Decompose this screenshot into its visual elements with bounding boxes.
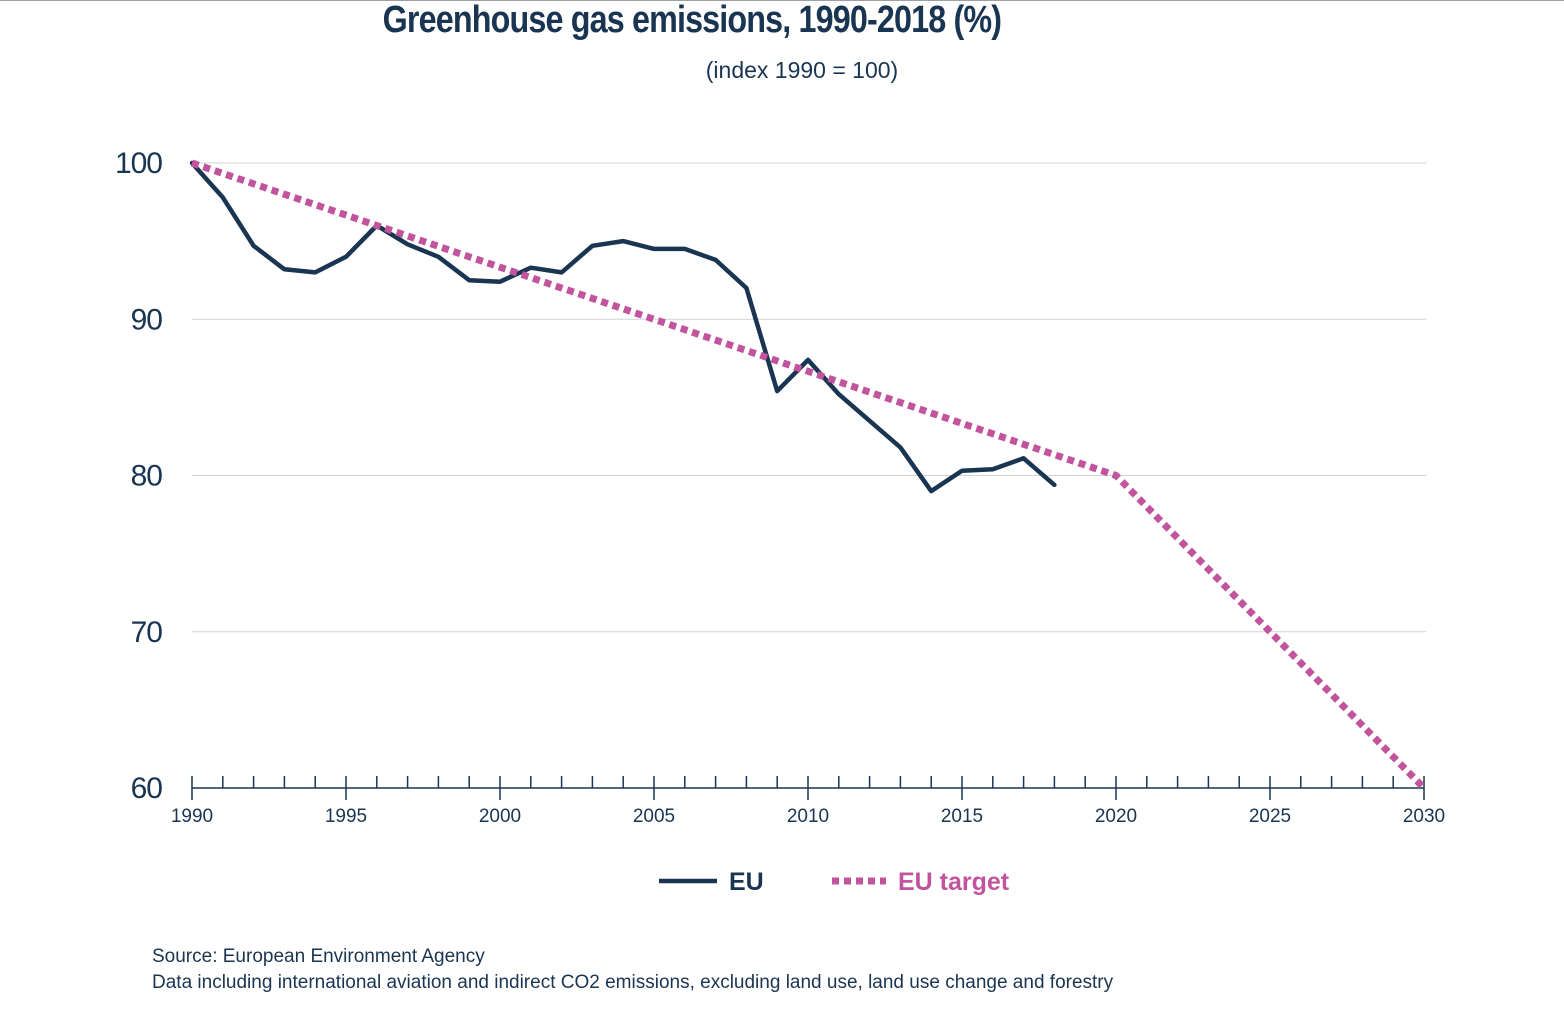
y-tick-label-70: 70: [131, 616, 163, 649]
x-tick-label-2010: 2010: [787, 806, 829, 827]
legend-label-eu: EU: [729, 868, 764, 896]
x-tick-label-2000: 2000: [479, 806, 521, 827]
source-note: Data including international aviation an…: [152, 972, 1114, 993]
series-line-eu-target: [190, 159, 1427, 791]
x-tick-label-2015: 2015: [941, 806, 983, 827]
x-tick-label-2030: 2030: [1403, 806, 1445, 827]
source-block: Source: European Environment Agency Data…: [152, 944, 1113, 996]
y-tick-label-80: 80: [131, 460, 163, 493]
y-tick-label-90: 90: [131, 303, 163, 336]
chart-title: Greenhouse gas emissions, 1990-2018 (%): [382, 0, 1002, 41]
x-tick-label-1995: 1995: [325, 806, 367, 827]
source-text: Source: European Environment Agency: [152, 946, 485, 967]
y-tick-label-100: 100: [115, 147, 162, 180]
y-tick-label-60: 60: [131, 772, 163, 805]
top-rule: [0, 0, 1564, 1]
x-tick-label-1990: 1990: [171, 806, 213, 827]
x-tick-label-2025: 2025: [1249, 806, 1291, 827]
series-line-eu: [189, 160, 1057, 494]
x-tick-label-2020: 2020: [1095, 806, 1137, 827]
chart-subtitle: (index 1990 = 100): [705, 57, 899, 83]
x-tick-label-2005: 2005: [633, 806, 675, 827]
legend-label-eu-target: EU target: [898, 868, 1010, 896]
